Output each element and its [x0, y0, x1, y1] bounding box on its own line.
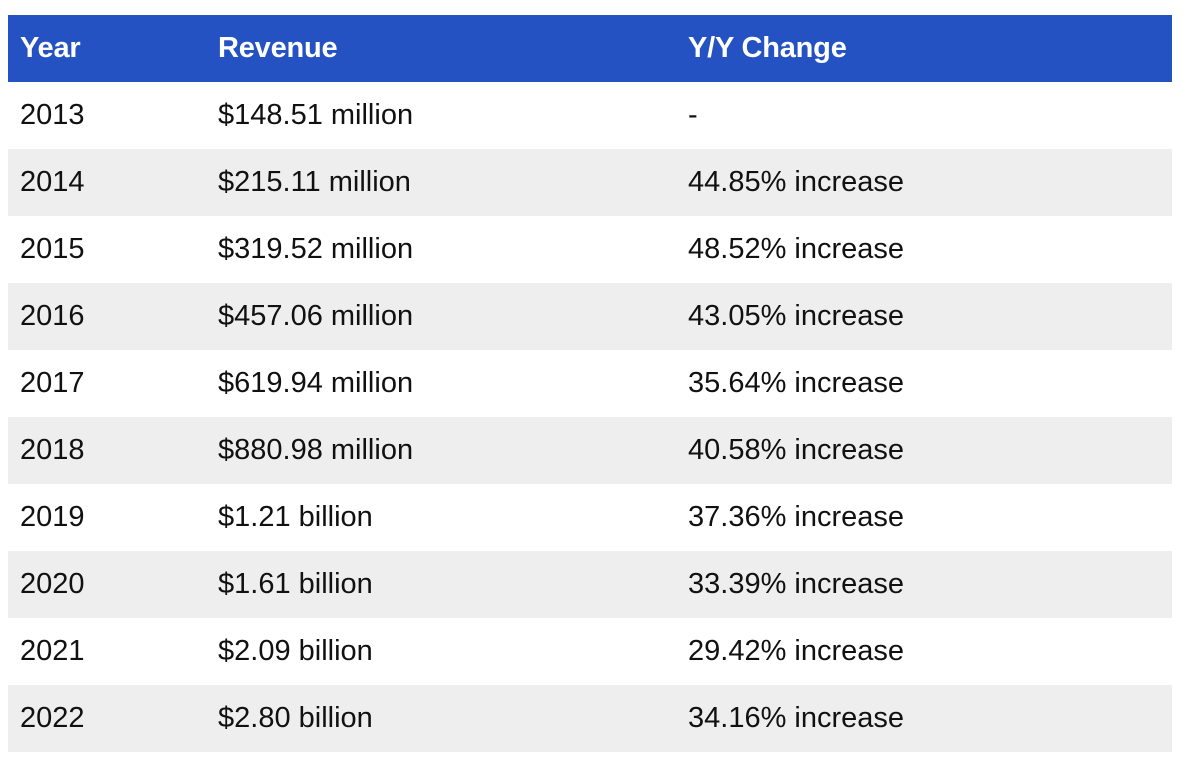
cell-revenue: $148.51 million [218, 99, 414, 131]
cell-revenue: $319.52 million [218, 233, 414, 265]
cell-revenue: $619.94 million [218, 367, 414, 399]
cell-revenue: $2.80 billion [218, 702, 373, 734]
cell-change: 43.05% increase [688, 300, 905, 332]
cell-change: - [688, 99, 698, 131]
cell-change: 29.42% increase [688, 635, 905, 667]
header-revenue: Revenue [218, 32, 338, 64]
table-body: 2013 $148.51 million - 2014 $215.11 mill… [8, 82, 1172, 752]
cell-year: 2018 [20, 434, 85, 466]
cell-year: 2014 [20, 166, 85, 198]
cell-change: 35.64% increase [688, 367, 905, 399]
table-row: 2017 $619.94 million 35.64% increase [8, 350, 1172, 417]
header-row: Year Revenue Y/Y Change [8, 15, 1172, 82]
cell-year: 2022 [20, 702, 85, 734]
header-year: Year [20, 32, 81, 64]
cell-change: 44.85% increase [688, 166, 905, 198]
table-row: 2022 $2.80 billion 34.16% increase [8, 685, 1172, 752]
cell-revenue: $1.61 billion [218, 568, 373, 600]
cell-change: 48.52% increase [688, 233, 905, 265]
revenue-table: Year Revenue Y/Y Change 2013 $148.51 mil… [8, 15, 1172, 752]
cell-year: 2019 [20, 501, 85, 533]
cell-change: 40.58% increase [688, 434, 905, 466]
table-row: 2019 $1.21 billion 37.36% increase [8, 484, 1172, 551]
table-row: 2014 $215.11 million 44.85% increase [8, 149, 1172, 216]
revenue-table-container: Year Revenue Y/Y Change 2013 $148.51 mil… [8, 15, 1172, 752]
table-header: Year Revenue Y/Y Change [8, 15, 1172, 82]
table-row: 2015 $319.52 million 48.52% increase [8, 216, 1172, 283]
cell-year: 2016 [20, 300, 85, 332]
table-row: 2020 $1.61 billion 33.39% increase [8, 551, 1172, 618]
cell-revenue: $880.98 million [218, 434, 414, 466]
table-row: 2021 $2.09 billion 29.42% increase [8, 618, 1172, 685]
cell-year: 2015 [20, 233, 85, 265]
cell-year: 2020 [20, 568, 85, 600]
table-row: 2013 $148.51 million - [8, 82, 1172, 149]
header-yy-change: Y/Y Change [688, 32, 847, 64]
cell-year: 2013 [20, 99, 85, 131]
cell-revenue: $2.09 billion [218, 635, 373, 667]
cell-change: 37.36% increase [688, 501, 905, 533]
cell-change: 33.39% increase [688, 568, 905, 600]
cell-change: 34.16% increase [688, 702, 905, 734]
cell-revenue: $1.21 billion [218, 501, 373, 533]
cell-year: 2021 [20, 635, 85, 667]
table-row: 2018 $880.98 million 40.58% increase [8, 417, 1172, 484]
cell-year: 2017 [20, 367, 85, 399]
table-row: 2016 $457.06 million 43.05% increase [8, 283, 1172, 350]
cell-revenue: $215.11 million [218, 166, 411, 198]
cell-revenue: $457.06 million [218, 300, 414, 332]
